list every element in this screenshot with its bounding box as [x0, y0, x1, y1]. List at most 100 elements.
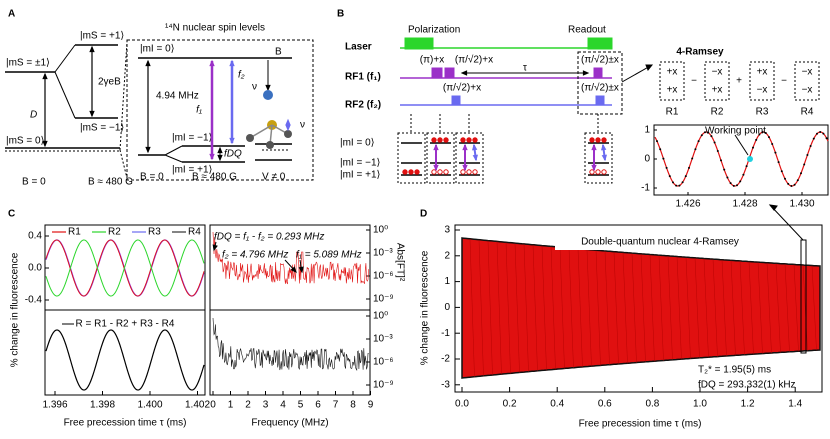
tick-label: 1.428: [732, 199, 757, 210]
tick-label: 9: [368, 400, 374, 411]
line: [694, 257, 700, 359]
population: [472, 169, 478, 175]
curve: [45, 239, 205, 297]
line: [568, 247, 574, 369]
pulse: [444, 67, 455, 79]
tick-label: 10⁻⁶: [373, 271, 394, 282]
label: % change in fluorescence: [420, 250, 431, 365]
label: +x: [757, 67, 768, 78]
data-point: [710, 135, 713, 138]
tick-label: 1.430: [789, 199, 814, 210]
data-point: [713, 141, 716, 144]
data-point: [707, 131, 710, 134]
box: [455, 132, 484, 184]
arrow-head: [209, 153, 215, 161]
legend-label: R4: [188, 227, 201, 238]
plot-frame: [209, 309, 371, 396]
data-point: [790, 184, 793, 187]
tick-label: 1.396: [42, 400, 67, 411]
plot-frame: [653, 124, 829, 196]
plot-frame: [454, 224, 823, 393]
arrow-head: [285, 118, 291, 126]
data-point: [672, 181, 674, 184]
box: [426, 132, 455, 184]
data-point: [784, 177, 786, 180]
data-point: [681, 181, 684, 184]
arrow-head: [460, 70, 468, 76]
data-point: [716, 149, 719, 152]
line: [712, 259, 718, 357]
curve: [45, 239, 205, 297]
arrow-head: [582, 70, 590, 76]
tick-label: -1: [441, 328, 450, 339]
label: |mI = 0⟩: [340, 138, 375, 149]
label: Readout: [568, 25, 606, 36]
line: [164, 154, 183, 163]
line: [469, 238, 475, 378]
population: [601, 137, 607, 143]
title-backdrop: [555, 234, 765, 250]
label: |mI = +1⟩: [172, 165, 213, 176]
tick-label: 2: [444, 250, 450, 261]
tick-label: 1.2: [741, 399, 755, 410]
tick-label: 1.402: [185, 400, 210, 411]
label: |mS = +1⟩: [80, 31, 124, 42]
data-point: [668, 175, 671, 178]
label: R1: [666, 107, 679, 118]
line: [757, 262, 763, 354]
tick-label: 4: [280, 400, 286, 411]
tick-label: 10⁻⁶: [373, 357, 394, 368]
data-point: [688, 166, 690, 169]
population: [589, 137, 595, 143]
pulse: [431, 67, 443, 79]
atom: [246, 134, 254, 142]
line: [550, 246, 556, 370]
line: [164, 145, 183, 156]
data-point: [691, 157, 694, 160]
arrow-head: [217, 146, 223, 154]
arrow-head: [42, 72, 48, 80]
curve: [654, 131, 829, 187]
line: [487, 240, 493, 376]
data-point: [675, 184, 678, 187]
tick-label: 2: [245, 400, 251, 411]
data-point: [665, 166, 668, 169]
line: [577, 248, 583, 368]
label: Double-quantum nuclear 4-Ramsey: [581, 237, 739, 248]
arrow-head: [768, 204, 778, 211]
tick-label: 0.4: [28, 231, 42, 242]
arrow-head: [433, 143, 439, 151]
line: [730, 260, 736, 356]
label: f₂: [238, 70, 245, 81]
data-point: [662, 157, 665, 160]
pulse: [593, 67, 603, 79]
line: [658, 255, 664, 361]
arrow-head: [462, 164, 468, 172]
label: |mS = −1⟩: [80, 123, 124, 134]
label: fDQ = 293.332(1) kHz: [698, 380, 796, 391]
arrow-head: [600, 143, 607, 151]
label: (π)+x: [420, 55, 444, 66]
tick-label: 1: [228, 400, 234, 411]
arrow-head: [462, 143, 468, 151]
data-point: [684, 175, 687, 178]
line: [604, 250, 610, 366]
data-point: [822, 132, 825, 135]
data-point: [771, 143, 774, 146]
tick-label: -0.4: [25, 295, 43, 306]
tick-label: -3: [441, 379, 450, 390]
data-point: [704, 131, 706, 134]
label: Polarization: [408, 25, 460, 36]
tick-label: 3: [444, 225, 450, 236]
tick-label: 8: [350, 400, 356, 411]
label: fDQ: [224, 149, 242, 160]
label: (π/√2)±x: [581, 82, 619, 94]
data-point: [678, 184, 681, 187]
population: [431, 169, 437, 175]
label: +x: [667, 67, 678, 78]
data-point: [694, 148, 697, 151]
line: [559, 247, 565, 369]
line: [676, 256, 682, 360]
label: 4-Ramsey: [676, 47, 724, 58]
data-point: [774, 151, 777, 154]
